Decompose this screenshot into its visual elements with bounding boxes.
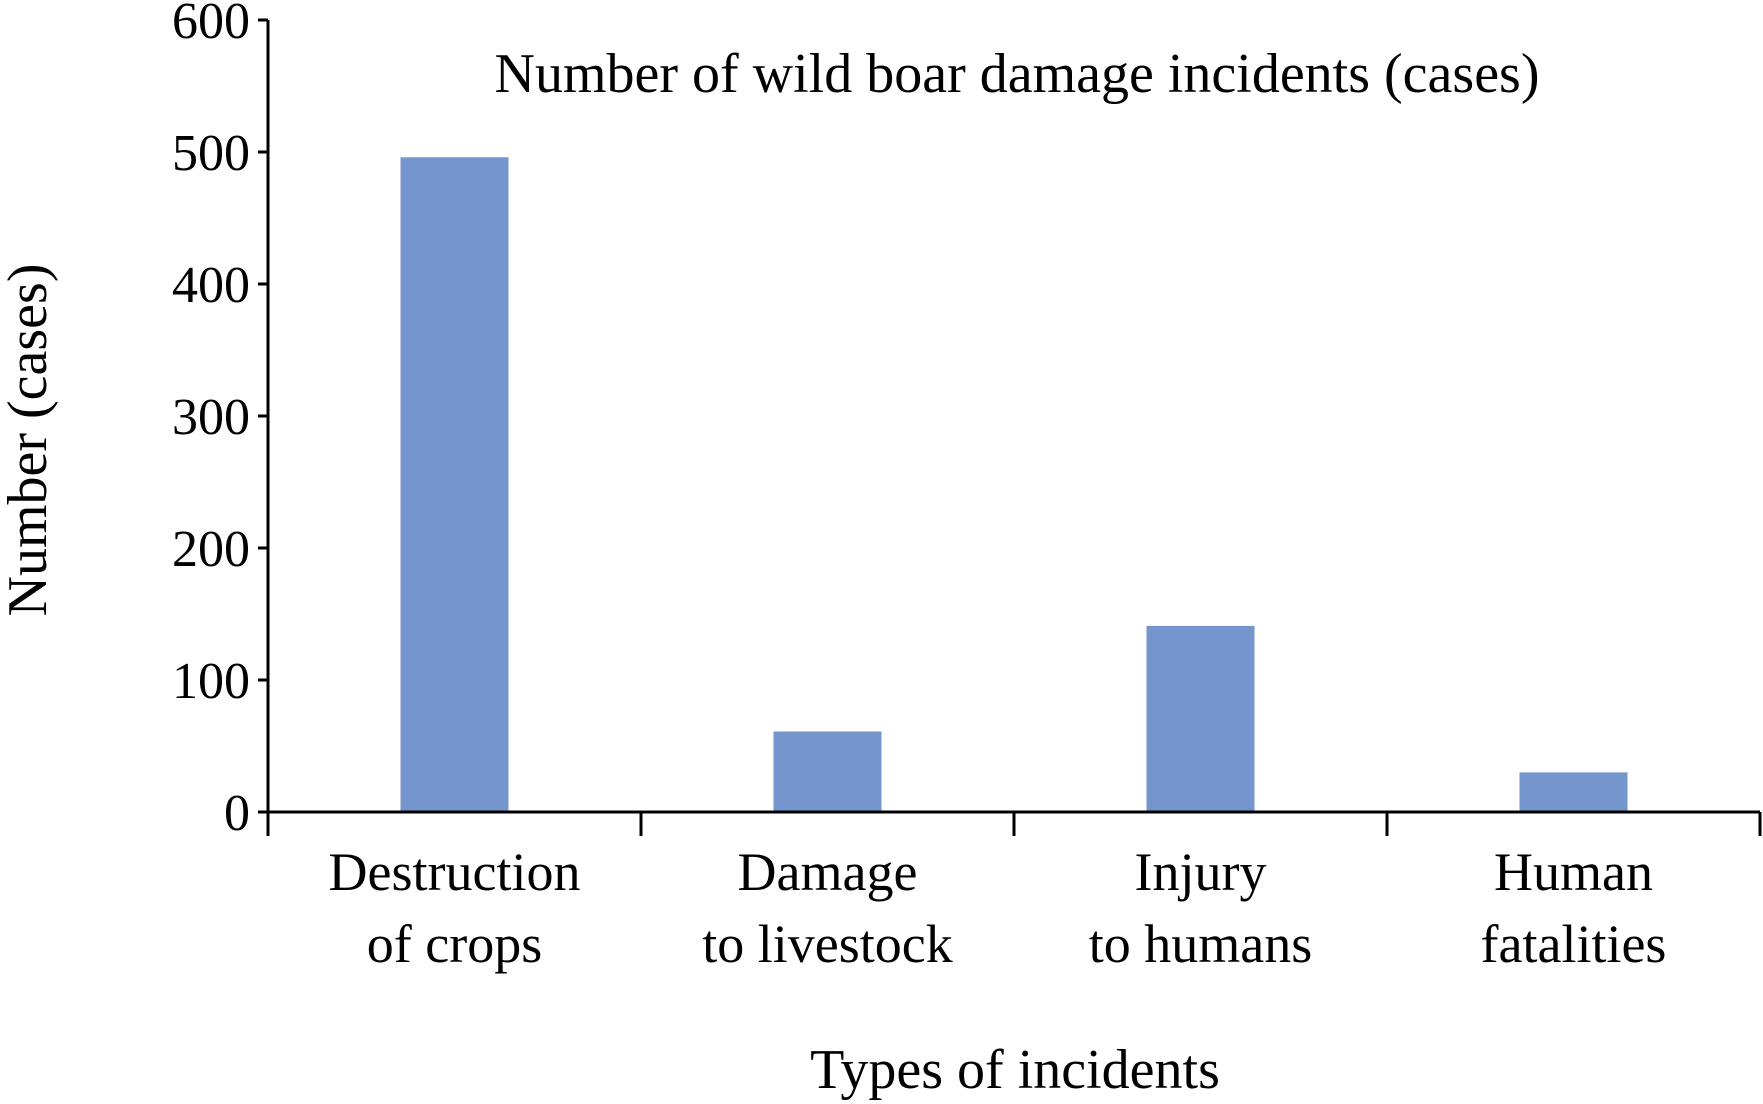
y-tick-label-5: 500 xyxy=(172,125,250,182)
y-tick-label-3: 300 xyxy=(172,389,250,446)
x-category-label-0: Destruction of crops xyxy=(329,842,581,974)
y-tick-label-6: 600 xyxy=(172,0,250,50)
bar-1 xyxy=(773,731,882,812)
x-axis-title: Types of incidents xyxy=(810,1039,1220,1101)
y-tick-label-2: 200 xyxy=(172,521,250,578)
y-axis-title: Number (cases) xyxy=(0,264,59,617)
bar-2 xyxy=(1146,625,1255,812)
bars xyxy=(400,157,1628,812)
bar-0 xyxy=(400,157,509,812)
x-category-label-3: Human fatalities xyxy=(1481,842,1667,974)
x-ticks: Destruction of crops Damage to livestock Inj… xyxy=(266,812,1762,974)
chart-title: Number of wild boar damage incidents (ca… xyxy=(495,43,1540,105)
y-tick-label-1: 100 xyxy=(172,653,250,710)
bar-3 xyxy=(1519,772,1628,812)
y-tick-label-0: 0 xyxy=(224,785,250,842)
y-ticks: 0 100 200 300 400 500 600 xyxy=(172,0,268,842)
x-category-label-2: Injury to humans xyxy=(1089,842,1313,974)
y-tick-label-4: 400 xyxy=(172,257,250,314)
x-category-label-1: Damage to livestock xyxy=(702,842,952,974)
